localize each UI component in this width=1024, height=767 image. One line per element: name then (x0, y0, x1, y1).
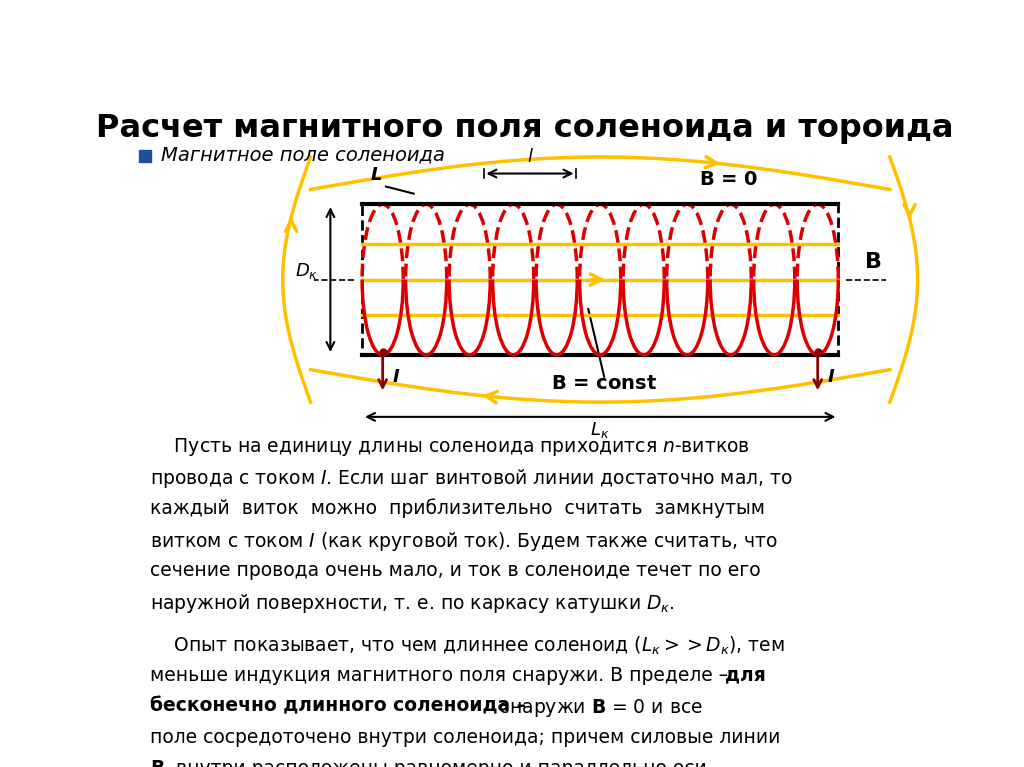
Text: наружной поверхности, т. е. по каркасу катушки $D_\kappa$.: наружной поверхности, т. е. по каркасу к… (151, 592, 675, 615)
Text: меньше индукция магнитного поля снаружи. В пределе –: меньше индукция магнитного поля снаружи.… (151, 666, 734, 684)
Text: $\mathbf{B}$: $\mathbf{B}$ (151, 759, 165, 767)
Text: Опыт показывает, что чем длиннее соленоид ($L_\kappa >> D_\kappa$), тем: Опыт показывает, что чем длиннее соленои… (151, 634, 785, 657)
Bar (362, 204, 839, 355)
Text: $\mathbf{B}$ = const: $\mathbf{B}$ = const (551, 374, 657, 393)
Text: L: L (371, 166, 382, 183)
Text: снаружи $\mathbf{B}$ = 0 и все: снаружи $\mathbf{B}$ = 0 и все (494, 696, 702, 719)
Text: для: для (725, 666, 766, 684)
Text: I: I (393, 368, 399, 387)
Text: $L_\kappa$: $L_\kappa$ (591, 420, 610, 439)
Text: провода с током $I$. Если шаг винтовой линии достаточно мал, то: провода с током $I$. Если шаг винтовой л… (151, 467, 793, 490)
Text: витком с током $I$ (как круговой ток). Будем также считать, что: витком с током $I$ (как круговой ток). Б… (151, 530, 778, 553)
Text: I: I (828, 368, 835, 387)
Text: $\mathbf{B}$ = 0: $\mathbf{B}$ = 0 (699, 170, 759, 189)
Text: Магнитное поле соленоида: Магнитное поле соленоида (162, 146, 445, 165)
Text: внутри расположены равномерно и параллельно оси: внутри расположены равномерно и параллел… (170, 759, 707, 767)
Text: l: l (527, 149, 532, 166)
Text: бесконечно длинного соленоида –: бесконечно длинного соленоида – (151, 696, 526, 716)
Text: Пусть на единицу длины соленоида приходится $n$-витков: Пусть на единицу длины соленоида приходи… (151, 436, 751, 458)
Text: поле сосредоточено внутри соленоида; причем силовые линии: поле сосредоточено внутри соленоида; при… (151, 728, 780, 747)
Text: каждый  виток  можно  приблизительно  считать  замкнутым: каждый виток можно приблизительно считат… (151, 499, 765, 518)
Text: $D_\kappa$: $D_\kappa$ (295, 261, 318, 281)
Text: $\mathbf{B}$: $\mathbf{B}$ (864, 252, 882, 272)
Text: сечение провода очень мало, и ток в соленоиде течет по его: сечение провода очень мало, и ток в соле… (151, 561, 761, 580)
Text: Расчет магнитного поля соленоида и тороида: Расчет магнитного поля соленоида и торои… (96, 113, 953, 143)
